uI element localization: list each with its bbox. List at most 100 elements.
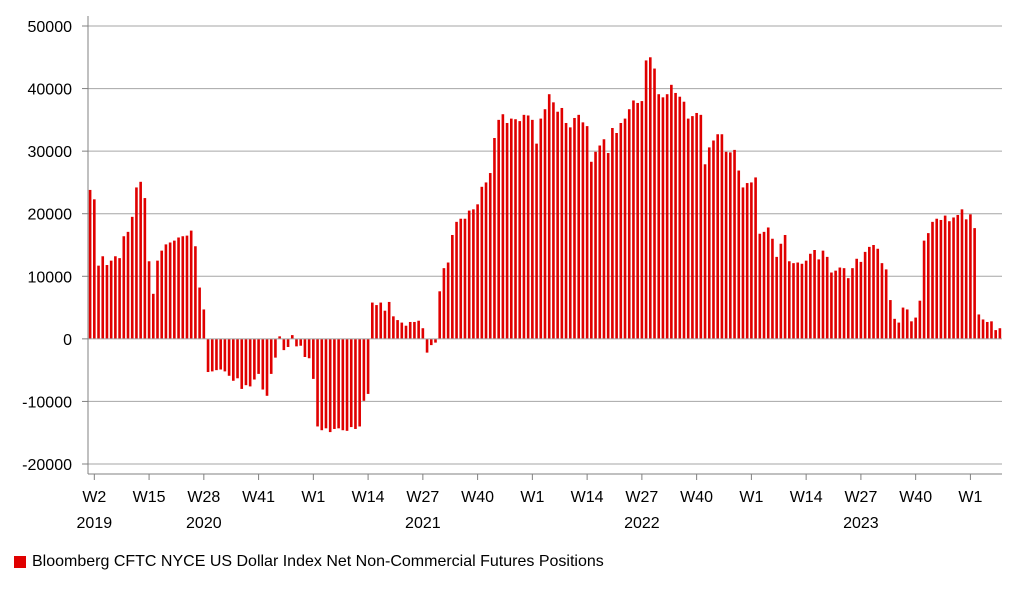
- bar: [821, 250, 825, 339]
- bar: [653, 68, 656, 339]
- bar: [463, 218, 467, 339]
- bar: [168, 242, 172, 339]
- bar: [960, 209, 964, 339]
- bar: [151, 293, 155, 339]
- bar: [261, 338, 265, 390]
- bar: [518, 121, 522, 339]
- bar: [434, 338, 437, 343]
- bar: [606, 153, 610, 339]
- bar: [467, 210, 471, 339]
- bar: [522, 114, 526, 339]
- bar: [594, 151, 597, 339]
- x-tick-week-label: W28: [187, 489, 220, 506]
- bar: [775, 256, 778, 339]
- bar: [577, 114, 581, 339]
- bar: [429, 338, 433, 346]
- bar: [442, 268, 446, 339]
- bar: [240, 338, 244, 389]
- bar: [160, 250, 164, 339]
- bar: [375, 305, 378, 339]
- bar: [248, 338, 252, 387]
- bar: [851, 268, 854, 339]
- bar: [505, 122, 509, 339]
- bar: [581, 122, 585, 339]
- bar: [846, 278, 850, 339]
- bar: [345, 338, 349, 431]
- bar: [817, 259, 821, 339]
- bar: [232, 338, 235, 381]
- bar: [126, 231, 130, 339]
- x-tick-week-label: W14: [352, 489, 385, 506]
- x-tick-week-label: W2: [82, 489, 106, 506]
- bar: [880, 263, 884, 339]
- bar: [202, 309, 206, 339]
- bar: [379, 302, 383, 339]
- bar: [779, 243, 783, 339]
- bar: [956, 214, 960, 339]
- bar: [872, 245, 875, 339]
- y-tick-label: 10000: [28, 269, 73, 286]
- bar: [897, 322, 901, 339]
- bar: [678, 96, 682, 339]
- bar: [686, 118, 690, 339]
- bar: [766, 227, 770, 339]
- bar: [455, 221, 458, 339]
- bar: [985, 321, 989, 339]
- bar: [568, 127, 572, 339]
- bar: [952, 217, 955, 339]
- bar: [274, 338, 277, 358]
- bar: [670, 84, 673, 339]
- bar: [754, 177, 757, 339]
- bar: [400, 322, 404, 339]
- bar: [181, 236, 185, 339]
- bar: [981, 319, 985, 339]
- bar: [476, 204, 479, 339]
- bar: [484, 182, 488, 339]
- bar: [729, 152, 732, 339]
- bar: [312, 338, 315, 379]
- bar: [598, 145, 602, 339]
- bar: [556, 111, 559, 339]
- x-axis-tick-labels: W2 2019 W15 W28 2020 W41 W1 W14 W27 2021 W40 W1 W14 W…: [77, 489, 983, 532]
- x-tick-week-label: W15: [133, 489, 166, 506]
- y-axis-tick-labels: -20000 -10000 0 10000 20000 30000 40000 50000: [22, 19, 72, 474]
- bar: [590, 161, 593, 339]
- bar: [501, 114, 505, 339]
- bar: [493, 138, 496, 339]
- bar: [547, 94, 551, 339]
- bar: [139, 181, 142, 339]
- bar: [969, 214, 972, 339]
- bar: [164, 244, 168, 339]
- bar: [922, 240, 926, 339]
- bar: [884, 269, 888, 339]
- bar: [105, 265, 109, 339]
- bar: [901, 307, 905, 339]
- bar: [130, 216, 134, 339]
- bar: [396, 320, 399, 339]
- bar: [914, 317, 917, 339]
- bar: [143, 198, 147, 339]
- bar: [787, 261, 791, 339]
- bar: [97, 265, 100, 339]
- bar: [177, 237, 180, 339]
- bar: [758, 233, 762, 339]
- bar: [842, 268, 846, 339]
- bar: [185, 235, 189, 339]
- bar: [834, 270, 837, 339]
- bar: [118, 258, 121, 339]
- bar: [337, 338, 340, 429]
- bar: [210, 338, 214, 372]
- x-tick-week-label: W27: [625, 489, 658, 506]
- bar: [531, 119, 534, 339]
- bar: [868, 246, 871, 339]
- bar: [602, 139, 606, 339]
- bar: [509, 118, 513, 339]
- bar: [526, 115, 530, 339]
- bar: [552, 102, 555, 339]
- bar: [324, 338, 328, 429]
- bar: [472, 209, 475, 339]
- bar: [328, 338, 332, 433]
- bar: [514, 119, 517, 339]
- legend-label: Bloomberg CFTC NYCE US Dollar Index Net …: [32, 553, 604, 570]
- bar: [733, 149, 736, 339]
